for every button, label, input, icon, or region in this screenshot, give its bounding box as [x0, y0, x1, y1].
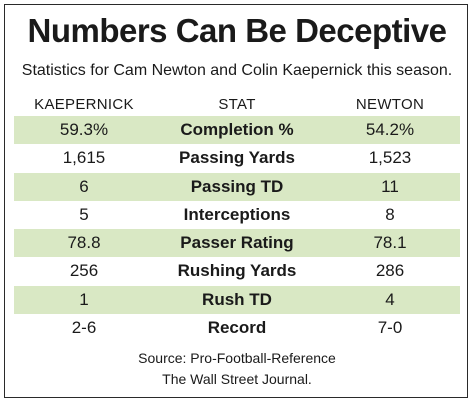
kaepernick-value: 1	[79, 289, 89, 309]
newton-value: 8	[385, 204, 395, 224]
chart-frame	[4, 4, 468, 398]
table-body: 59.3% Completion % 54.2% 1,615 Passing Yards…	[14, 116, 460, 342]
column-header-newton: NEWTON	[355, 96, 425, 113]
kaepernick-value: 256	[69, 261, 99, 281]
column-header-kaepernick: KAEPERNICK	[34, 96, 134, 113]
kaepernick-value: 59.3%	[59, 120, 109, 139]
kaepernick-value: 5	[79, 204, 89, 224]
stat-label: Passing TD	[190, 176, 284, 196]
newton-value: 4	[385, 289, 395, 309]
newton-value: 286	[375, 261, 405, 281]
source-line: Source: Pro-Football-Reference	[138, 350, 336, 366]
table-row: 78.8 Passer Rating 78.1	[14, 229, 460, 258]
column-header-stat: STAT	[218, 96, 256, 113]
stat-label: Interceptions	[183, 204, 291, 224]
newton-value: 78.1	[373, 233, 407, 253]
stat-label: Record	[207, 318, 267, 338]
stat-label: Rushing Yards	[177, 261, 297, 281]
table-row: 6 Passing TD 11	[14, 172, 460, 201]
kaepernick-value: 78.8	[67, 233, 101, 253]
stat-label: Rush TD	[202, 289, 272, 309]
stat-label: Passing Yards	[179, 148, 295, 168]
newton-value: 11	[381, 176, 399, 196]
table-row: 256 Rushing Yards 286	[14, 257, 460, 285]
table-row: 1 Rush TD 4	[14, 285, 460, 315]
chart-title: Numbers Can Be Deceptive	[27, 12, 447, 49]
kaepernick-value: 1,615	[62, 148, 106, 168]
table-row: 1,615 Passing Yards 1,523	[14, 144, 460, 172]
kaepernick-value: 2-6	[71, 318, 97, 338]
publisher-line: The Wall Street Journal.	[162, 371, 312, 387]
newton-value: 1,523	[368, 148, 412, 168]
table-row: 5 Interceptions 8	[14, 201, 460, 229]
table-header: KAEPERNICK STAT NEWTON	[14, 90, 460, 116]
newton-value: 54.2%	[365, 120, 415, 139]
table-row: 59.3% Completion % 54.2%	[14, 116, 460, 145]
kaepernick-value: 6	[79, 176, 89, 196]
newton-value: 7-0	[377, 318, 403, 338]
stat-label: Completion %	[180, 120, 294, 139]
source-note: Source: Pro-Football-Reference The Wall …	[0, 348, 474, 390]
stats-table: KAEPERNICK STAT NEWTON 59.3% Completion %…	[14, 90, 460, 342]
chart-subtitle: Statistics for Cam Newton and Colin Kaep…	[21, 62, 453, 79]
table-row: 2-6 Record 7-0	[14, 314, 460, 342]
stat-label: Passer Rating	[180, 233, 294, 253]
